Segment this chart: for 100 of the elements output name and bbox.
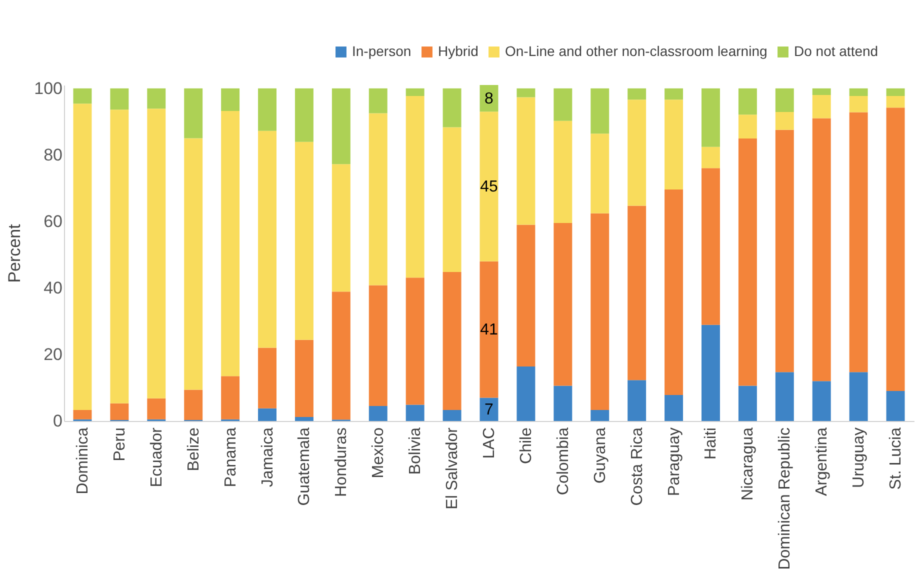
bar	[849, 96, 868, 112]
data-label: 41	[480, 322, 498, 339]
x-tick-label: St. Lucia	[888, 427, 905, 490]
bar	[294, 417, 314, 421]
bar	[258, 348, 276, 408]
bar	[258, 408, 276, 421]
bar	[368, 285, 388, 406]
bar	[147, 398, 166, 420]
bar	[258, 130, 276, 348]
x-tick-label: Peru	[111, 428, 128, 462]
bar	[702, 88, 720, 147]
bar	[812, 381, 831, 421]
bar	[554, 223, 572, 386]
bar	[184, 88, 203, 138]
x-tick-label: El Salvador	[444, 426, 462, 510]
bar	[738, 114, 757, 139]
x-tick-label: Belize	[185, 427, 202, 472]
x-tick-label: Chile	[518, 427, 535, 464]
x-tick-label: Nicaragua	[740, 427, 757, 500]
bar	[368, 113, 388, 286]
bar	[442, 272, 462, 410]
bar	[628, 380, 646, 421]
bar	[147, 88, 166, 109]
bar	[73, 410, 92, 420]
x-tick-label: Uruguay	[850, 428, 868, 488]
x-tick-label: Guatemala	[296, 427, 314, 506]
bar	[73, 88, 92, 104]
bar	[332, 88, 350, 164]
bar	[516, 366, 536, 421]
bar	[110, 88, 129, 110]
bar	[738, 138, 757, 386]
data-label: 45	[480, 178, 498, 196]
legend-label: Hybrid	[438, 43, 478, 59]
y-tick-label: 80	[44, 145, 62, 164]
bar	[849, 112, 868, 372]
x-tick-label: Colombia	[554, 427, 572, 496]
bar	[294, 142, 314, 340]
y-tick-label: 0	[53, 412, 62, 430]
bar	[442, 127, 462, 272]
x-tick-label: Bolivia	[407, 427, 424, 475]
bar	[590, 88, 610, 134]
bar	[812, 88, 831, 95]
bar	[368, 88, 388, 114]
bar	[590, 410, 610, 421]
x-tick-label: Honduras	[333, 428, 350, 497]
bar	[812, 118, 831, 382]
bar	[886, 391, 905, 421]
x-tick-label: Guyana	[592, 427, 609, 484]
bar	[738, 386, 757, 421]
bar	[738, 88, 757, 115]
legend-label: On-Line and other non-classroom learning	[505, 43, 768, 59]
bar	[110, 110, 129, 404]
bar	[554, 88, 572, 121]
bar	[110, 403, 129, 420]
bar	[480, 398, 498, 421]
bar	[294, 340, 314, 418]
y-tick-label: 20	[44, 344, 62, 364]
bar	[664, 100, 684, 190]
data-label: 8	[484, 90, 494, 108]
bar	[184, 138, 203, 390]
bar	[554, 120, 572, 224]
bar	[221, 376, 240, 420]
x-tick-label: Panama	[222, 427, 240, 488]
bar	[590, 134, 610, 214]
x-tick-label: Ecuador	[148, 426, 166, 488]
bar	[812, 94, 831, 118]
bar	[590, 213, 610, 410]
bar	[702, 324, 720, 421]
bar	[184, 390, 203, 420]
bar	[628, 206, 646, 380]
bar	[406, 96, 424, 278]
bar	[480, 112, 498, 262]
y-tick-label: 40	[44, 278, 62, 298]
bar	[554, 386, 572, 421]
bar	[368, 406, 388, 421]
bar	[702, 168, 720, 325]
bar	[664, 189, 684, 396]
bar	[406, 404, 424, 421]
x-tick-label: LAC	[481, 428, 498, 459]
bar	[480, 261, 498, 398]
bar	[775, 130, 794, 372]
bar	[73, 104, 92, 410]
bar	[886, 96, 905, 108]
bar	[775, 112, 794, 130]
bar	[628, 100, 646, 206]
x-tick-label: Paraguay	[666, 428, 683, 496]
bar	[516, 97, 536, 225]
bar	[332, 164, 350, 292]
bar	[775, 88, 794, 112]
bar	[406, 278, 424, 405]
bar	[628, 88, 646, 100]
bar	[849, 88, 868, 96]
bar	[886, 108, 905, 392]
bar	[886, 88, 905, 96]
bar	[664, 88, 684, 100]
x-tick-label: Dominica	[74, 427, 92, 494]
bar	[221, 88, 240, 111]
bar	[332, 292, 350, 420]
bar	[221, 110, 240, 376]
bar	[258, 88, 276, 131]
